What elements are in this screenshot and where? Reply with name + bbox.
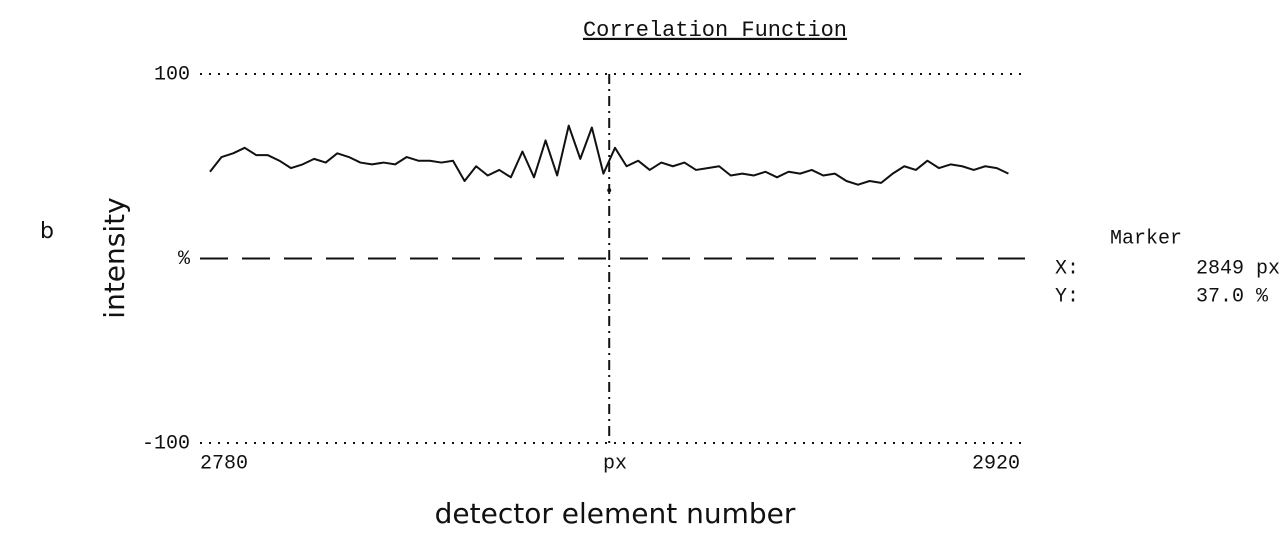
marker-heading: Marker	[1110, 227, 1182, 250]
x-tick-label: 2920	[972, 452, 1020, 475]
marker-y-name: Y:	[1055, 285, 1079, 308]
figure-label: b	[40, 219, 54, 244]
x-tick-label: 2780	[200, 452, 248, 475]
marker-point	[607, 188, 612, 193]
y-tick-label: 100	[154, 63, 190, 86]
marker-y-value: 37.0 %	[1196, 285, 1269, 308]
y-axis-label: intensity	[98, 197, 131, 318]
y-tick-label: -100	[142, 432, 190, 455]
x-tick-label: px	[603, 452, 627, 475]
chart-title: Correlation Function	[583, 18, 847, 43]
data-line	[209, 124, 1009, 186]
y-tick-label: %	[178, 248, 191, 271]
marker-x-name: X:	[1055, 257, 1079, 280]
marker-x-value: 2849 px	[1196, 257, 1280, 280]
x-axis-label: detector element number	[435, 497, 796, 530]
